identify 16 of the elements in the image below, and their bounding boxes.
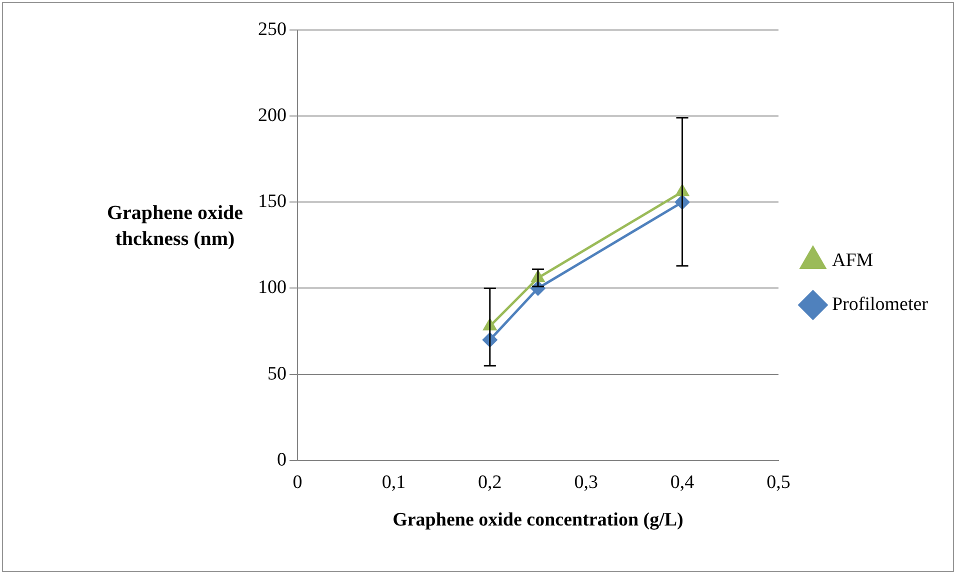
legend-label: Profilometer — [832, 294, 929, 315]
y-tick-label: 50 — [268, 363, 286, 384]
y-tick-label: 200 — [258, 105, 286, 126]
y-tick-label: 100 — [258, 277, 286, 298]
x-tick-label: 0,3 — [574, 472, 598, 493]
y-tick-label: 250 — [258, 18, 286, 40]
legend-label: AFM — [832, 250, 874, 271]
x-tick-label: 0 — [292, 472, 302, 493]
x-tick-label: 0,4 — [670, 472, 695, 493]
y-tick-label: 150 — [258, 191, 286, 212]
x-tick-label: 0,1 — [382, 472, 406, 493]
y-axis-title: Graphene oxide thckness (nm) — [106, 201, 244, 252]
x-axis-title: Graphene oxide concentration (g/L) — [392, 510, 684, 531]
x-tick-label: 0,5 — [766, 472, 790, 493]
x-tick-label: 0,2 — [478, 472, 502, 493]
y-tick-label: 0 — [277, 449, 286, 470]
